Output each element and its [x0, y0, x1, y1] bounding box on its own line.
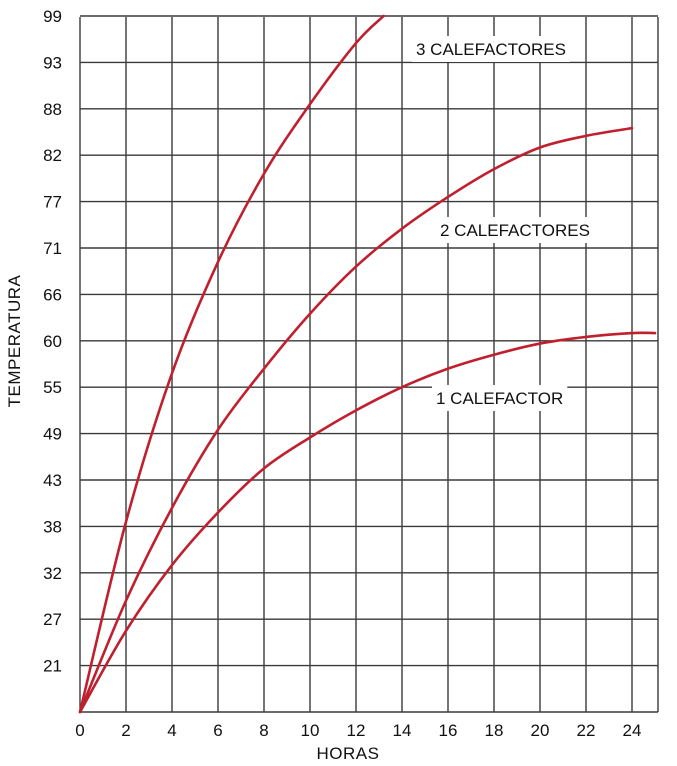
y-tick-label: 43 [43, 471, 62, 490]
series-label-bg [436, 217, 594, 243]
series-label-bg [432, 385, 568, 411]
series-lines [78, 14, 657, 714]
x-tick-label: 18 [485, 721, 504, 740]
y-tick-label: 55 [43, 378, 62, 397]
x-tick-label: 4 [167, 721, 176, 740]
y-tick-label: 27 [43, 610, 62, 629]
y-tick-label: 38 [43, 517, 62, 536]
x-tick-label: 24 [623, 721, 642, 740]
y-tick-label: 93 [43, 53, 62, 72]
y-tick-label: 77 [43, 193, 62, 212]
x-tick-label: 14 [393, 721, 412, 740]
y-tick-label: 82 [43, 146, 62, 165]
series-line [78, 14, 385, 714]
y-tick-label: 21 [43, 657, 62, 676]
y-tick-label: 49 [43, 425, 62, 444]
y-tick-label: 71 [43, 239, 62, 258]
x-tick-label: 10 [301, 721, 320, 740]
grid [79, 15, 659, 713]
y-tick-label: 32 [43, 564, 62, 583]
x-tick-label: 20 [531, 721, 550, 740]
x-tick-label: 16 [439, 721, 458, 740]
series-line [78, 331, 657, 714]
series-label-bg [412, 36, 570, 62]
series-label: 2 CALEFACTORES [440, 221, 590, 240]
y-tick-label: 60 [43, 332, 62, 351]
y-axis-title: TEMPERATURA [5, 274, 24, 407]
series-line [78, 126, 634, 714]
y-tick-label: 66 [43, 285, 62, 304]
series-label: 1 CALEFACTOR [436, 389, 563, 408]
x-tick-label: 6 [213, 721, 222, 740]
y-tick-label: 88 [43, 100, 62, 119]
x-tick-label: 22 [577, 721, 596, 740]
x-tick-label: 8 [259, 721, 268, 740]
series-label: 3 CALEFACTORES [416, 40, 566, 59]
tick-labels: 0 2 4 6 8 10 12 14 16 18 20 22 242127323843495560667… [43, 7, 641, 740]
x-tick-label: 0 [75, 721, 84, 740]
x-tick-label: 12 [347, 721, 366, 740]
x-axis-title: HORAS [317, 744, 380, 763]
y-tick-label: 99 [43, 7, 62, 26]
x-tick-label: 2 [121, 721, 130, 740]
series-labels: 3 CALEFACTORES 2 CALEFACTORES 1 CALEFACTOR [412, 36, 594, 411]
